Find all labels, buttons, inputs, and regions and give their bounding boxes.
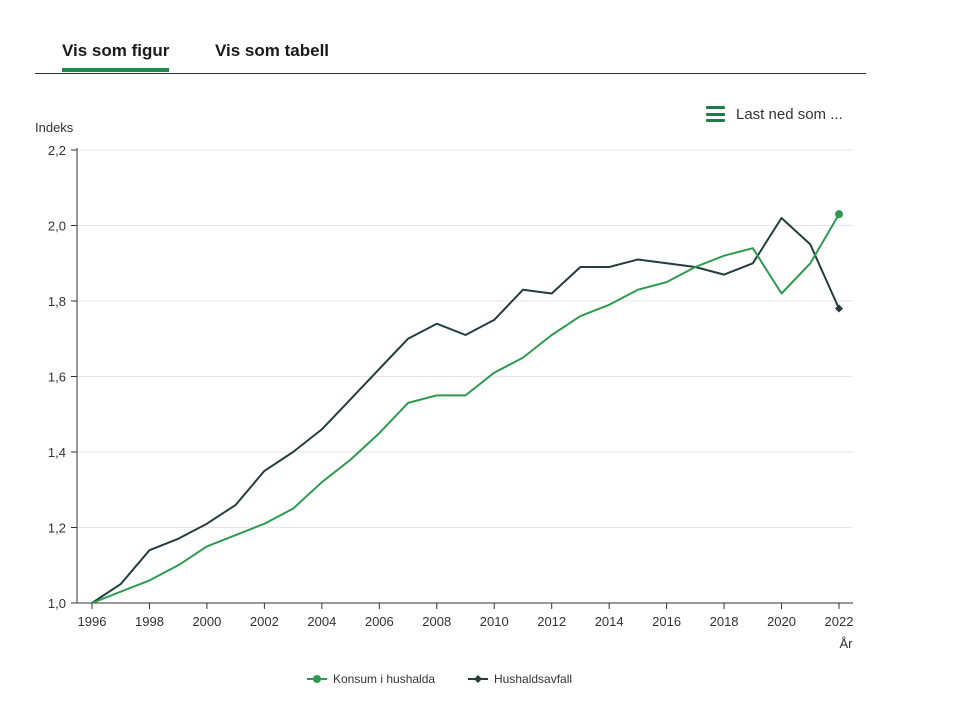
legend-marker-circle-icon: [307, 675, 327, 683]
download-label: Last ned som ...: [736, 105, 843, 123]
x-tick-label: 2006: [365, 614, 394, 629]
x-tick-label: 2000: [192, 614, 221, 629]
view-tabs: Vis som figur Vis som tabell: [35, 0, 866, 74]
x-tick-label: 1996: [78, 614, 107, 629]
y-tick-label: 1,8: [48, 294, 66, 309]
y-tick-label: 2,2: [48, 143, 66, 158]
legend-label-konsum: Konsum i hushalda: [333, 672, 436, 686]
series-line-avfall: [91, 217, 840, 604]
legend-label-avfall: Hushaldsavfall: [494, 672, 573, 686]
legend-item-konsum[interactable]: Konsum i hushalda: [307, 672, 435, 686]
x-tick-label: 2020: [767, 614, 796, 629]
x-tick-label: 1998: [135, 614, 164, 629]
y-tick-label: 1,0: [48, 596, 66, 611]
hamburger-menu-icon: [706, 106, 725, 122]
x-tick-label: 2014: [595, 614, 624, 629]
series-end-marker-konsum: [835, 210, 843, 219]
x-tick-label: 2016: [652, 614, 681, 629]
legend-item-avfall[interactable]: Hushaldsavfall: [468, 672, 572, 686]
x-tick-label: 2022: [825, 614, 854, 629]
series-end-marker-avfall: [835, 304, 843, 313]
y-tick-label: 2,0: [48, 219, 66, 234]
y-tick-label: 1,6: [48, 370, 66, 385]
series-line-konsum: [91, 213, 840, 604]
y-tick-label: 1,2: [48, 521, 66, 536]
x-tick-label: 2004: [307, 614, 336, 629]
legend-marker-diamond-icon: [468, 675, 488, 683]
y-tick-label: 1,4: [48, 445, 66, 460]
tab-figure[interactable]: Vis som figur: [62, 41, 170, 72]
x-tick-label: 2018: [710, 614, 739, 629]
x-tick-label: 2010: [480, 614, 509, 629]
y-axis-title: Indeks: [35, 120, 74, 135]
tab-table[interactable]: Vis som tabell: [215, 41, 330, 60]
x-tick-label: 2002: [250, 614, 279, 629]
x-tick-label: 2008: [422, 614, 451, 629]
chart-legend: Konsum i hushalda Hushaldsavfall: [0, 672, 953, 690]
download-menu-button[interactable]: Last ned som ...: [706, 103, 843, 125]
x-axis-title: År: [840, 636, 854, 651]
x-tick-label: 2012: [537, 614, 566, 629]
